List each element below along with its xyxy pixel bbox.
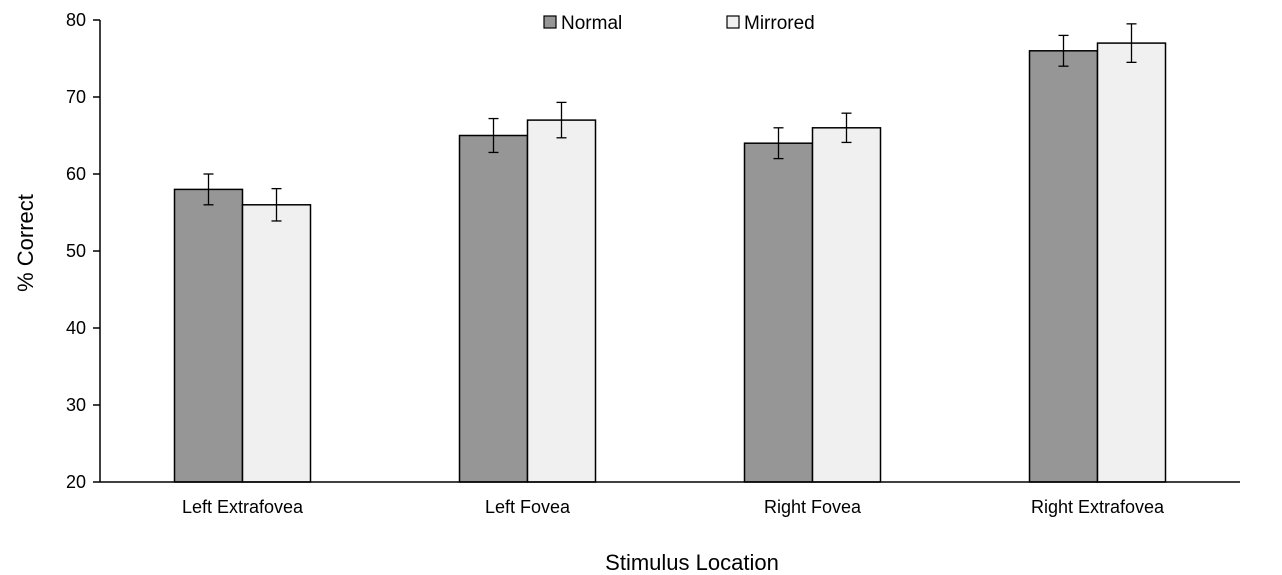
legend-label-mirrored: Mirrored [744, 13, 815, 34]
x-category-label: Right Extrafovea [1031, 497, 1165, 517]
legend-swatch-normal [543, 15, 557, 29]
y-tick-label: 60 [66, 164, 86, 184]
y-axis-ticks: 20 30 40 50 60 70 80 [66, 10, 100, 492]
legend-label-normal: Normal [561, 13, 622, 34]
legend-swatch-mirrored [726, 15, 740, 29]
x-axis-category-labels: Left Extrafovea Left Fovea Right Fovea Righ… [182, 497, 1165, 517]
bar-normal-3 [1028, 50, 1099, 483]
y-tick-label: 20 [66, 472, 86, 492]
bars-layer [173, 42, 1167, 483]
bar-normal-0 [173, 188, 244, 483]
x-axis-title: Stimulus Location [605, 550, 779, 575]
bar-normal-1 [458, 134, 529, 483]
legend: Normal Mirrored [543, 13, 815, 34]
x-category-label: Left Fovea [485, 497, 571, 517]
x-category-label: Right Fovea [764, 497, 862, 517]
bar-mirrored-2 [811, 127, 882, 483]
y-axis-title: % Correct [13, 194, 38, 292]
y-tick-label: 70 [66, 87, 86, 107]
bar-mirrored-3 [1096, 42, 1167, 483]
bar-mirrored-0 [241, 204, 312, 483]
y-tick-label: 50 [66, 241, 86, 261]
x-category-label: Left Extrafovea [182, 497, 304, 517]
bar-mirrored-1 [526, 119, 597, 483]
y-tick-label: 80 [66, 10, 86, 30]
y-tick-label: 30 [66, 395, 86, 415]
error-bars [203, 23, 1137, 222]
y-tick-label: 40 [66, 318, 86, 338]
bar-normal-2 [743, 142, 814, 483]
